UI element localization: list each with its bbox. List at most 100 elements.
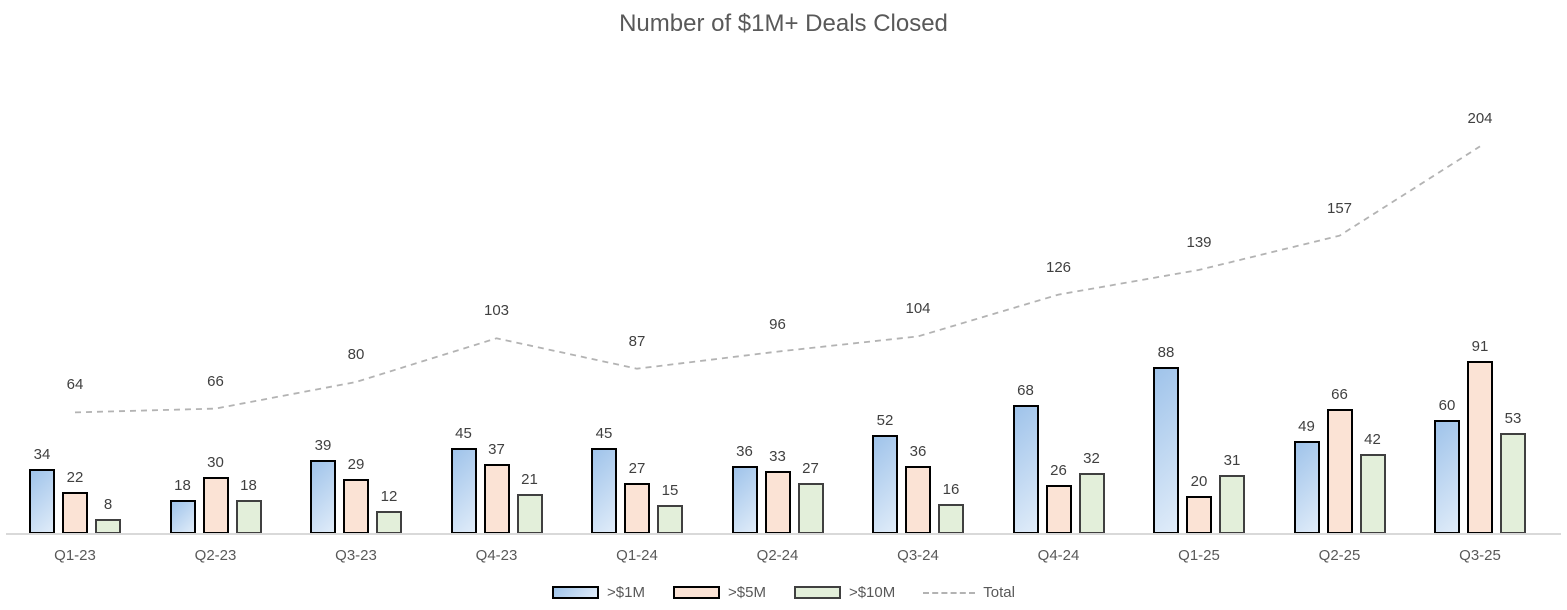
bar-group-q2-24: 36 33 27 (731, 443, 824, 534)
total-value-label: 204 (1467, 110, 1493, 128)
bar-group-q3-25: 60 91 53 (1434, 338, 1526, 534)
x-axis-label: Q4-23 (475, 547, 518, 564)
bar-value-label: 27 (802, 460, 819, 477)
bar-value-label: 32 (1083, 450, 1100, 467)
total-value-label: 157 (1326, 199, 1353, 217)
x-axis-line (6, 533, 1561, 535)
bar: 45 (591, 425, 617, 534)
bar: 21 (516, 471, 543, 534)
bar-value-label: 18 (240, 477, 257, 494)
bar-value-label: 66 (1331, 386, 1348, 403)
bar-value-label: 20 (1190, 473, 1208, 490)
bar: 36 (905, 443, 931, 534)
bar: 22 (62, 469, 88, 534)
legend-swatch-gt5m-icon (673, 586, 720, 599)
bar-value-label: 12 (380, 488, 398, 505)
bar-value-label: 26 (1050, 462, 1067, 479)
bar: 39 (310, 437, 336, 534)
bar-value-label: 22 (66, 469, 84, 486)
total-value-label: 80 (347, 346, 365, 363)
bar-value-label: 29 (347, 456, 365, 473)
bar-group-q2-25: 49 66 42 (1293, 386, 1386, 534)
bar-group-q4-23: 45 37 21 (450, 425, 543, 534)
bar: 37 (483, 441, 510, 534)
total-value-label: 139 (1186, 233, 1212, 251)
bar-value-label: 30 (207, 454, 224, 471)
bar: 68 (1012, 382, 1039, 534)
bar: 34 (29, 446, 55, 534)
bar: 8 (95, 496, 121, 534)
bar: 26 (1045, 462, 1072, 534)
bar-group-q3-23: 39 29 12 (310, 437, 402, 534)
bar: 30 (202, 454, 229, 534)
x-axis-label: Q1-23 (54, 547, 96, 564)
legend-swatch-gt1m-icon (552, 586, 600, 599)
bar: 66 (1326, 386, 1353, 534)
x-axis-label: Q2-23 (194, 547, 237, 564)
bar: 33 (764, 448, 791, 534)
bar-value-label: 21 (521, 471, 538, 488)
bar-value-label: 18 (174, 477, 191, 494)
bar: 52 (872, 412, 898, 534)
total-value-label: 96 (769, 315, 786, 333)
bar-value-label: 36 (909, 443, 927, 460)
legend: >$1M >$5M >$10M Total (0, 584, 1567, 601)
bar: 45 (450, 425, 477, 534)
bar: 88 (1153, 344, 1179, 534)
bar-value-label: 88 (1157, 344, 1175, 361)
bar-group-q1-24: 45 27 15 (591, 425, 683, 534)
bar-value-label: 27 (628, 460, 646, 477)
x-axis-label: Q3-23 (335, 547, 377, 564)
bar-value-label: 42 (1364, 431, 1381, 448)
bar: 15 (657, 482, 683, 534)
x-axis-label: Q2-24 (756, 547, 799, 564)
bar-group-q3-24: 52 36 16 (872, 412, 964, 534)
bar-value-label: 52 (876, 412, 894, 429)
bar-group-q2-23: 18 30 18 (169, 454, 262, 534)
legend-label-total: Total (983, 584, 1015, 601)
bar-value-label: 16 (942, 481, 960, 498)
total-value-label: 126 (1045, 258, 1072, 276)
bar-value-label: 33 (769, 448, 786, 465)
legend-item-gt5m: >$5M (673, 584, 766, 601)
x-axis-label: Q3-24 (897, 547, 939, 564)
bar: 16 (938, 481, 964, 534)
x-axis-label: Q1-24 (616, 547, 658, 564)
total-value-label: 66 (207, 372, 224, 390)
bar: 20 (1186, 473, 1212, 534)
bar: 49 (1293, 418, 1320, 534)
bar-value-label: 31 (1223, 452, 1241, 469)
bar-value-label: 49 (1298, 418, 1315, 435)
bar: 27 (624, 460, 650, 534)
bar: 32 (1078, 450, 1105, 534)
legend-label-gt5m: >$5M (728, 584, 766, 601)
bar: 60 (1434, 397, 1460, 534)
bar-value-label: 45 (595, 425, 613, 442)
bar: 27 (797, 460, 824, 534)
legend-label-gt1m: >$1M (607, 584, 645, 601)
bar-value-label: 36 (736, 443, 753, 460)
x-axis-label: Q2-25 (1318, 547, 1361, 564)
bar-value-label: 60 (1438, 397, 1456, 414)
bar-value-label: 53 (1504, 410, 1522, 427)
bar: 31 (1219, 452, 1245, 534)
total-value-label: 64 (66, 376, 84, 394)
bar-value-label: 15 (661, 482, 679, 499)
x-axis-label: Q1-25 (1178, 547, 1220, 564)
bar: 12 (376, 488, 402, 534)
legend-item-gt10m: >$10M (793, 584, 895, 601)
bar-value-label: 91 (1471, 338, 1489, 355)
x-axis-label: Q4-24 (1037, 547, 1080, 564)
bar-group-q4-24: 68 26 32 (1012, 382, 1105, 534)
bar-value-label: 8 (103, 496, 113, 513)
bar: 91 (1467, 338, 1493, 534)
bar-value-label: 39 (314, 437, 332, 454)
bar: 29 (343, 456, 369, 534)
bar-group-q1-25: 88 20 31 (1153, 344, 1245, 534)
bar-value-label: 68 (1017, 382, 1034, 399)
bar-value-label: 37 (488, 441, 505, 458)
legend-swatch-gt10m-icon (793, 586, 841, 599)
total-value-label: 104 (905, 300, 931, 318)
bar: 18 (235, 477, 262, 534)
